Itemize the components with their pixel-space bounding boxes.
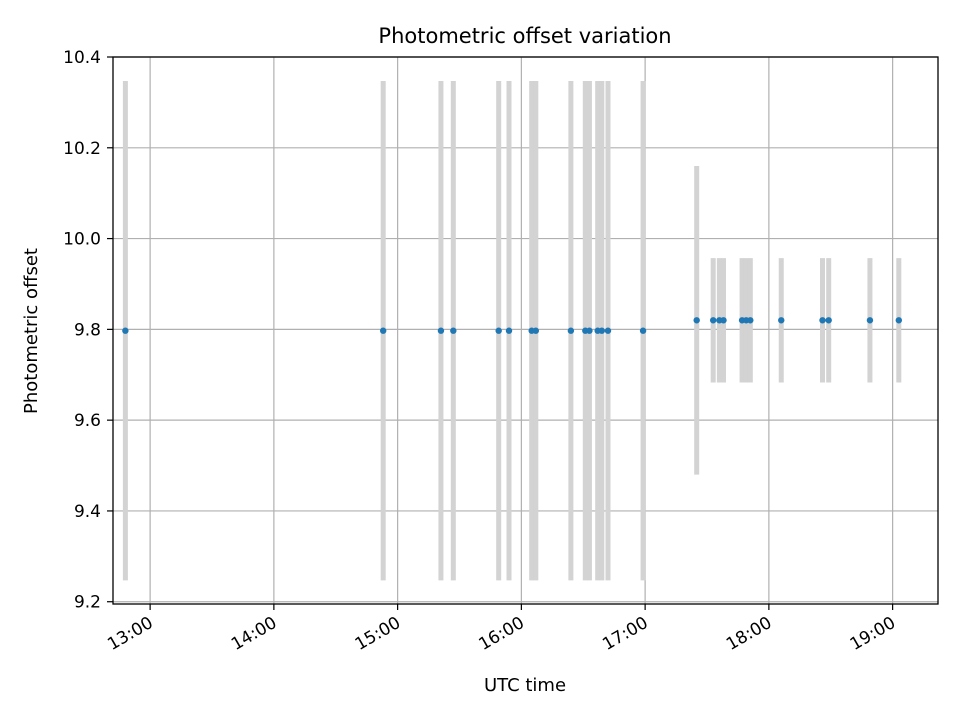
data-point (505, 327, 513, 334)
x-axis-title: UTC time (484, 675, 566, 696)
y-tick-label: 10.4 (63, 48, 101, 68)
data-point (495, 327, 502, 334)
y-axis-ticks: 9.2 9.4 9.6 9.8 10.0 10.2 10.4 (63, 48, 113, 613)
data-point (778, 317, 785, 324)
data-point (720, 317, 727, 324)
y-tick-label: 9.2 (74, 593, 101, 613)
data-point (450, 327, 457, 334)
data-point (747, 317, 754, 324)
data-point (122, 327, 129, 334)
data-point (586, 327, 593, 334)
data-point (532, 327, 540, 334)
data-point (693, 317, 700, 324)
y-tick-label: 9.4 (74, 502, 101, 522)
data-point (437, 327, 445, 334)
data-points (122, 317, 903, 334)
y-tick-label: 10.2 (63, 139, 101, 159)
data-point (639, 327, 647, 334)
y-tick-label: 9.8 (74, 320, 101, 340)
data-point (866, 317, 874, 324)
data-point (604, 327, 612, 334)
y-tick-label: 9.6 (74, 411, 101, 431)
plot-frame (112, 56, 939, 605)
chart-title: Photometric offset variation (378, 24, 671, 48)
data-point (567, 327, 575, 334)
data-point (825, 317, 832, 324)
data-point (598, 327, 606, 334)
data-point (819, 317, 826, 324)
data-point (379, 327, 387, 334)
data-point (709, 317, 717, 324)
y-tick-label: 10.0 (63, 230, 101, 250)
data-point (895, 317, 903, 324)
y-axis-title: Photometric offset (21, 248, 42, 414)
